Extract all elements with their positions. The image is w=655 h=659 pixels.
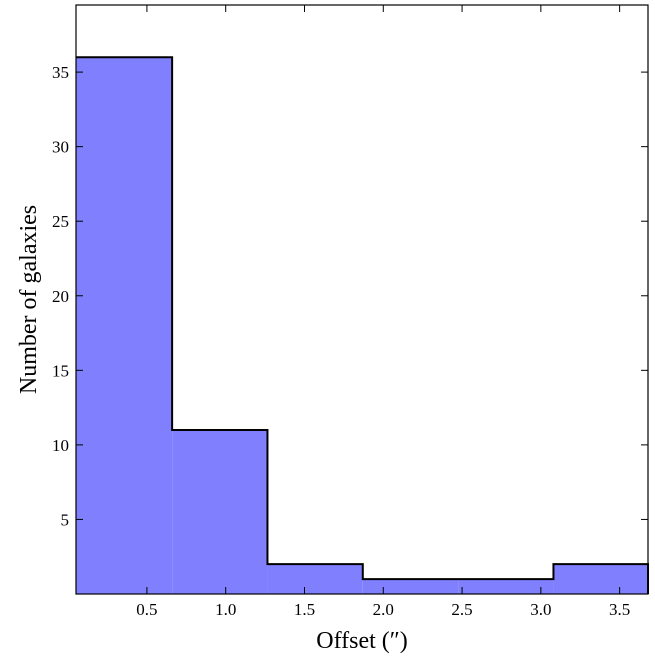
y-tick-label: 30 (52, 138, 69, 157)
histogram-bar (267, 564, 363, 594)
x-tick-label: 2.0 (373, 600, 394, 619)
x-tick-label: 1.5 (294, 600, 315, 619)
y-axis-label: Number of galaxies (16, 205, 42, 394)
histogram-outline-layer (76, 56, 649, 594)
y-axis-ticks: 5 10 15 20 25 30 35 (52, 63, 648, 529)
histogram-step-outline (76, 56, 649, 594)
histogram-bar (172, 429, 268, 594)
y-tick-label: 15 (52, 361, 69, 380)
x-tick-label: 2.5 (451, 600, 472, 619)
y-tick-label: 5 (61, 510, 70, 529)
y-tick-label: 25 (52, 212, 69, 231)
x-axis-ticks: 0.5 1.0 1.5 2.0 2.5 3.0 3.5 (136, 5, 630, 619)
x-axis-label: Offset (″) (316, 628, 408, 654)
histogram-bar (458, 579, 554, 594)
histogram-bar (76, 57, 173, 594)
y-tick-label: 35 (52, 63, 69, 82)
histogram-bar (362, 579, 459, 594)
y-tick-label: 20 (52, 287, 69, 306)
x-tick-label: 0.5 (136, 600, 157, 619)
histogram-bar (553, 564, 648, 594)
histogram-bars (76, 57, 648, 594)
plot-frame (75, 4, 649, 595)
x-tick-label: 3.5 (609, 600, 630, 619)
y-tick-label: 10 (52, 436, 69, 455)
x-tick-label: 1.0 (215, 600, 236, 619)
x-tick-label: 3.0 (530, 600, 551, 619)
